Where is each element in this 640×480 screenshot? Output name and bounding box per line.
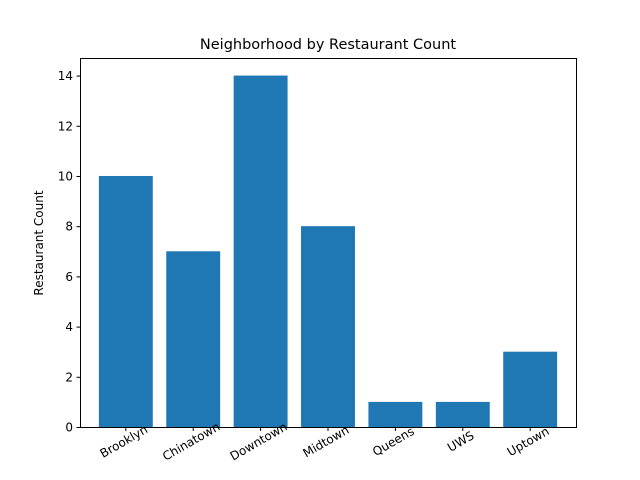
bar-uws xyxy=(435,401,490,427)
y-tick-label: 0 xyxy=(65,421,73,435)
y-tick-label: 2 xyxy=(65,370,73,384)
y-axis-label: Restaurant Count xyxy=(32,190,46,295)
bar-chinatown xyxy=(166,251,221,427)
bar-midtown xyxy=(301,226,355,427)
bar-uptown xyxy=(503,351,558,427)
plot-frame xyxy=(80,58,577,428)
y-tick-label: 6 xyxy=(65,270,73,284)
y-tick-label: 8 xyxy=(65,220,73,234)
chart-title: Neighborhood by Restaurant Count xyxy=(200,37,456,53)
bar-downtown xyxy=(233,75,288,428)
x-tick-label-uptown: Uptown xyxy=(505,424,552,459)
x-tick-label-midtown: Midtown xyxy=(301,423,352,461)
bar-brooklyn xyxy=(98,175,153,427)
y-axis-ticks: 0 2 4 6 8 10 12 14 xyxy=(58,69,80,435)
y-tick-label: 4 xyxy=(65,320,73,334)
x-tick-label-brooklyn: Brooklyn xyxy=(98,422,151,460)
x-tick-label-uws: UWS xyxy=(445,428,476,454)
y-tick-label: 14 xyxy=(58,69,73,83)
y-tick-label: 10 xyxy=(58,169,73,183)
y-tick-label: 12 xyxy=(58,119,73,133)
x-tick-label-queens: Queens xyxy=(370,424,417,459)
bar-queens xyxy=(368,401,423,427)
bars-group xyxy=(98,75,558,428)
